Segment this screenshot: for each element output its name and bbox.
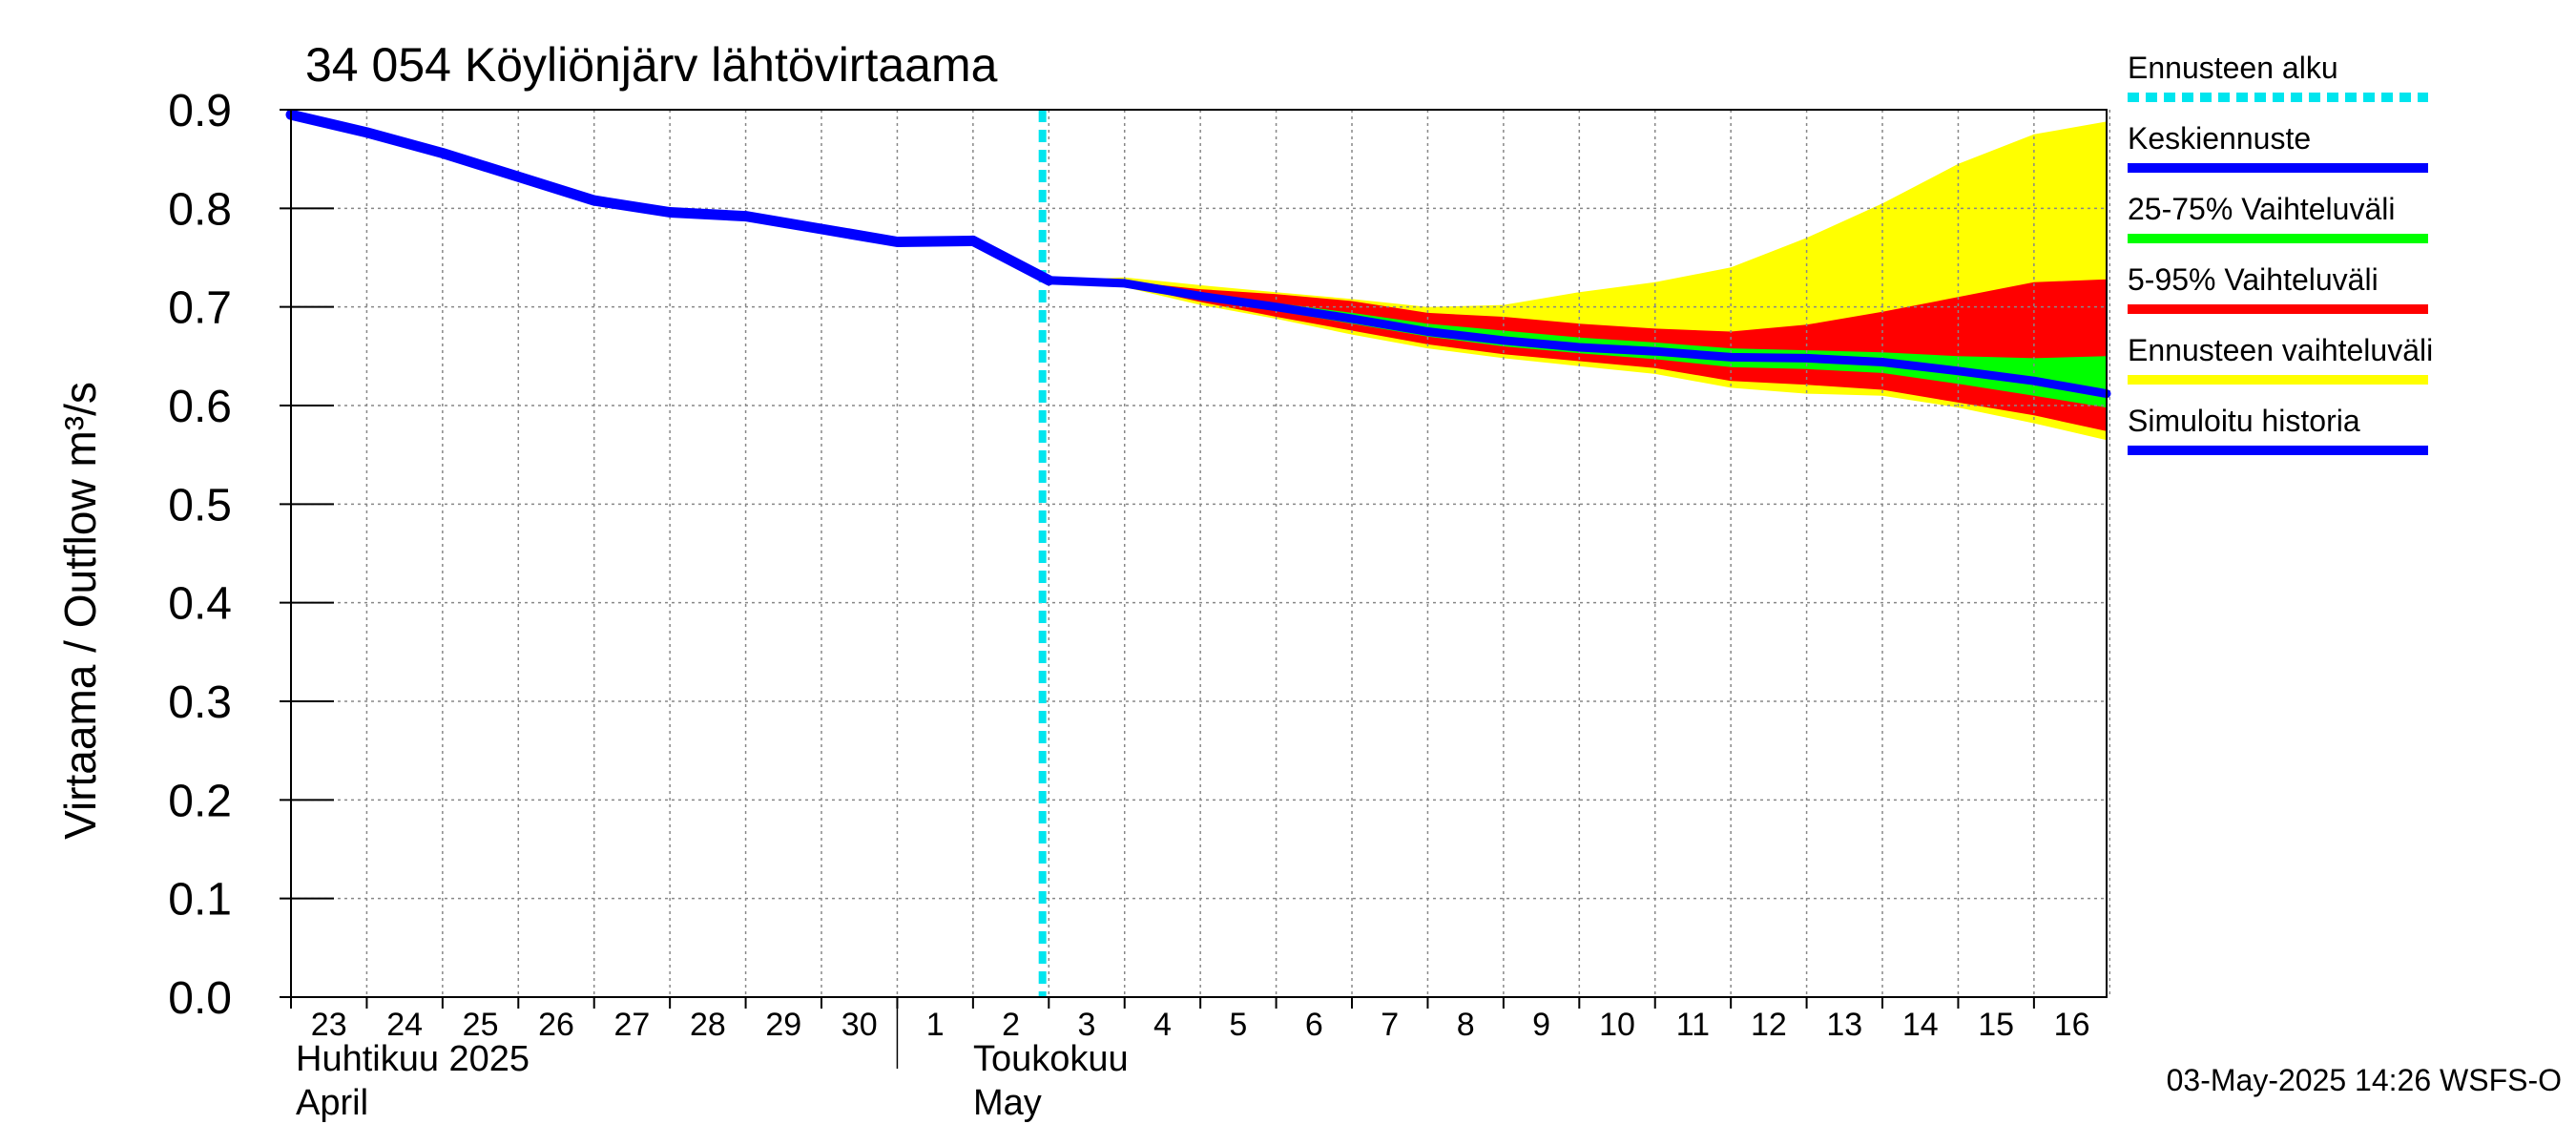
y-tick-label-9: 0.9: [168, 86, 232, 136]
y-tick-label-6: 0.6: [168, 382, 232, 432]
y-tick-label-8: 0.8: [168, 184, 232, 235]
legend-label-5: Simuloitu historia: [2128, 404, 2360, 438]
chart-title: 34 054 Köyliönjärv lähtövirtaama: [305, 38, 998, 92]
x-day-label-3: 26: [538, 1007, 574, 1043]
x-tick-labels: 23 24 25 26 27 28 29 30 1 2 3 4 5 6 7 8 9 10 11 12 13 14 15 16: [311, 1007, 2090, 1043]
x-day-label-19: 12: [1751, 1007, 1787, 1043]
x-day-label-4: 27: [614, 1007, 651, 1043]
x-day-label-21: 14: [1902, 1007, 1939, 1043]
y-tick-label-3: 0.3: [168, 677, 232, 728]
x-day-label-11: 4: [1153, 1007, 1172, 1043]
x-day-label-1: 24: [386, 1007, 423, 1043]
legend-label-2: 25-75% Vaihteluväli: [2128, 192, 2395, 226]
y-axis-label: Virtaama / Outflow m³/s: [55, 382, 105, 840]
x-day-label-16: 9: [1532, 1007, 1550, 1043]
x-day-label-6: 29: [765, 1007, 801, 1043]
y-tick-label-7: 0.7: [168, 283, 232, 334]
plot-frame: [290, 109, 2108, 998]
x-day-label-7: 30: [841, 1007, 878, 1043]
legend-label-3: 5-95% Vaihteluväli: [2128, 262, 2379, 297]
x-day-label-8: 1: [926, 1007, 945, 1043]
x-day-label-15: 8: [1457, 1007, 1475, 1043]
y-tick-label-1: 0.1: [168, 875, 232, 926]
month-label-april-fi: Huhtikuu 2025: [296, 1039, 530, 1079]
series-line-0: [285, 109, 1054, 286]
band-1: [1049, 279, 2107, 431]
legend-label-4: Ennusteen vaihteluväli: [2128, 333, 2433, 367]
x-day-label-20: 13: [1826, 1007, 1862, 1043]
legend-label-1: Keskiennuste: [2128, 121, 2311, 156]
x-day-label-14: 7: [1381, 1007, 1399, 1043]
y-tick-label-2: 0.2: [168, 776, 232, 826]
x-day-label-12: 5: [1229, 1007, 1247, 1043]
y-tick-label-4: 0.4: [168, 579, 232, 630]
x-day-label-13: 6: [1305, 1007, 1323, 1043]
y-tick-label-0: 0.0: [168, 973, 232, 1024]
y-tick-labels: 0.0 0.1 0.2 0.3 0.4 0.5 0.6 0.7 0.8 0.9: [168, 86, 334, 1024]
legend: Ennusteen alku Keskiennuste 25-75% Vaihtel…: [2128, 51, 2433, 455]
x-day-label-5: 28: [690, 1007, 726, 1043]
month-label-april-en: April: [296, 1083, 368, 1123]
x-day-label-9: 2: [1002, 1007, 1020, 1043]
x-day-label-18: 11: [1676, 1007, 1710, 1043]
grid-lines: [291, 109, 2111, 997]
x-day-label-22: 15: [1978, 1007, 2014, 1043]
x-day-label-23: 16: [2054, 1007, 2090, 1043]
x-day-label-2: 25: [463, 1007, 499, 1043]
x-day-label-17: 10: [1599, 1007, 1635, 1043]
y-tick-label-5: 0.5: [168, 480, 232, 531]
series-lines: [285, 109, 2111, 997]
series-line-1: [1044, 276, 2111, 399]
x-day-label-10: 3: [1078, 1007, 1096, 1043]
footer-timestamp: 03-May-2025 14:26 WSFS-O: [2167, 1063, 2562, 1097]
axes: [290, 109, 2108, 1069]
legend-label-0: Ennusteen alku: [2128, 51, 2338, 85]
month-label-may-en: May: [973, 1083, 1042, 1123]
month-label-may-fi: Toukokuu: [973, 1039, 1129, 1079]
x-day-label-0: 23: [311, 1007, 347, 1043]
